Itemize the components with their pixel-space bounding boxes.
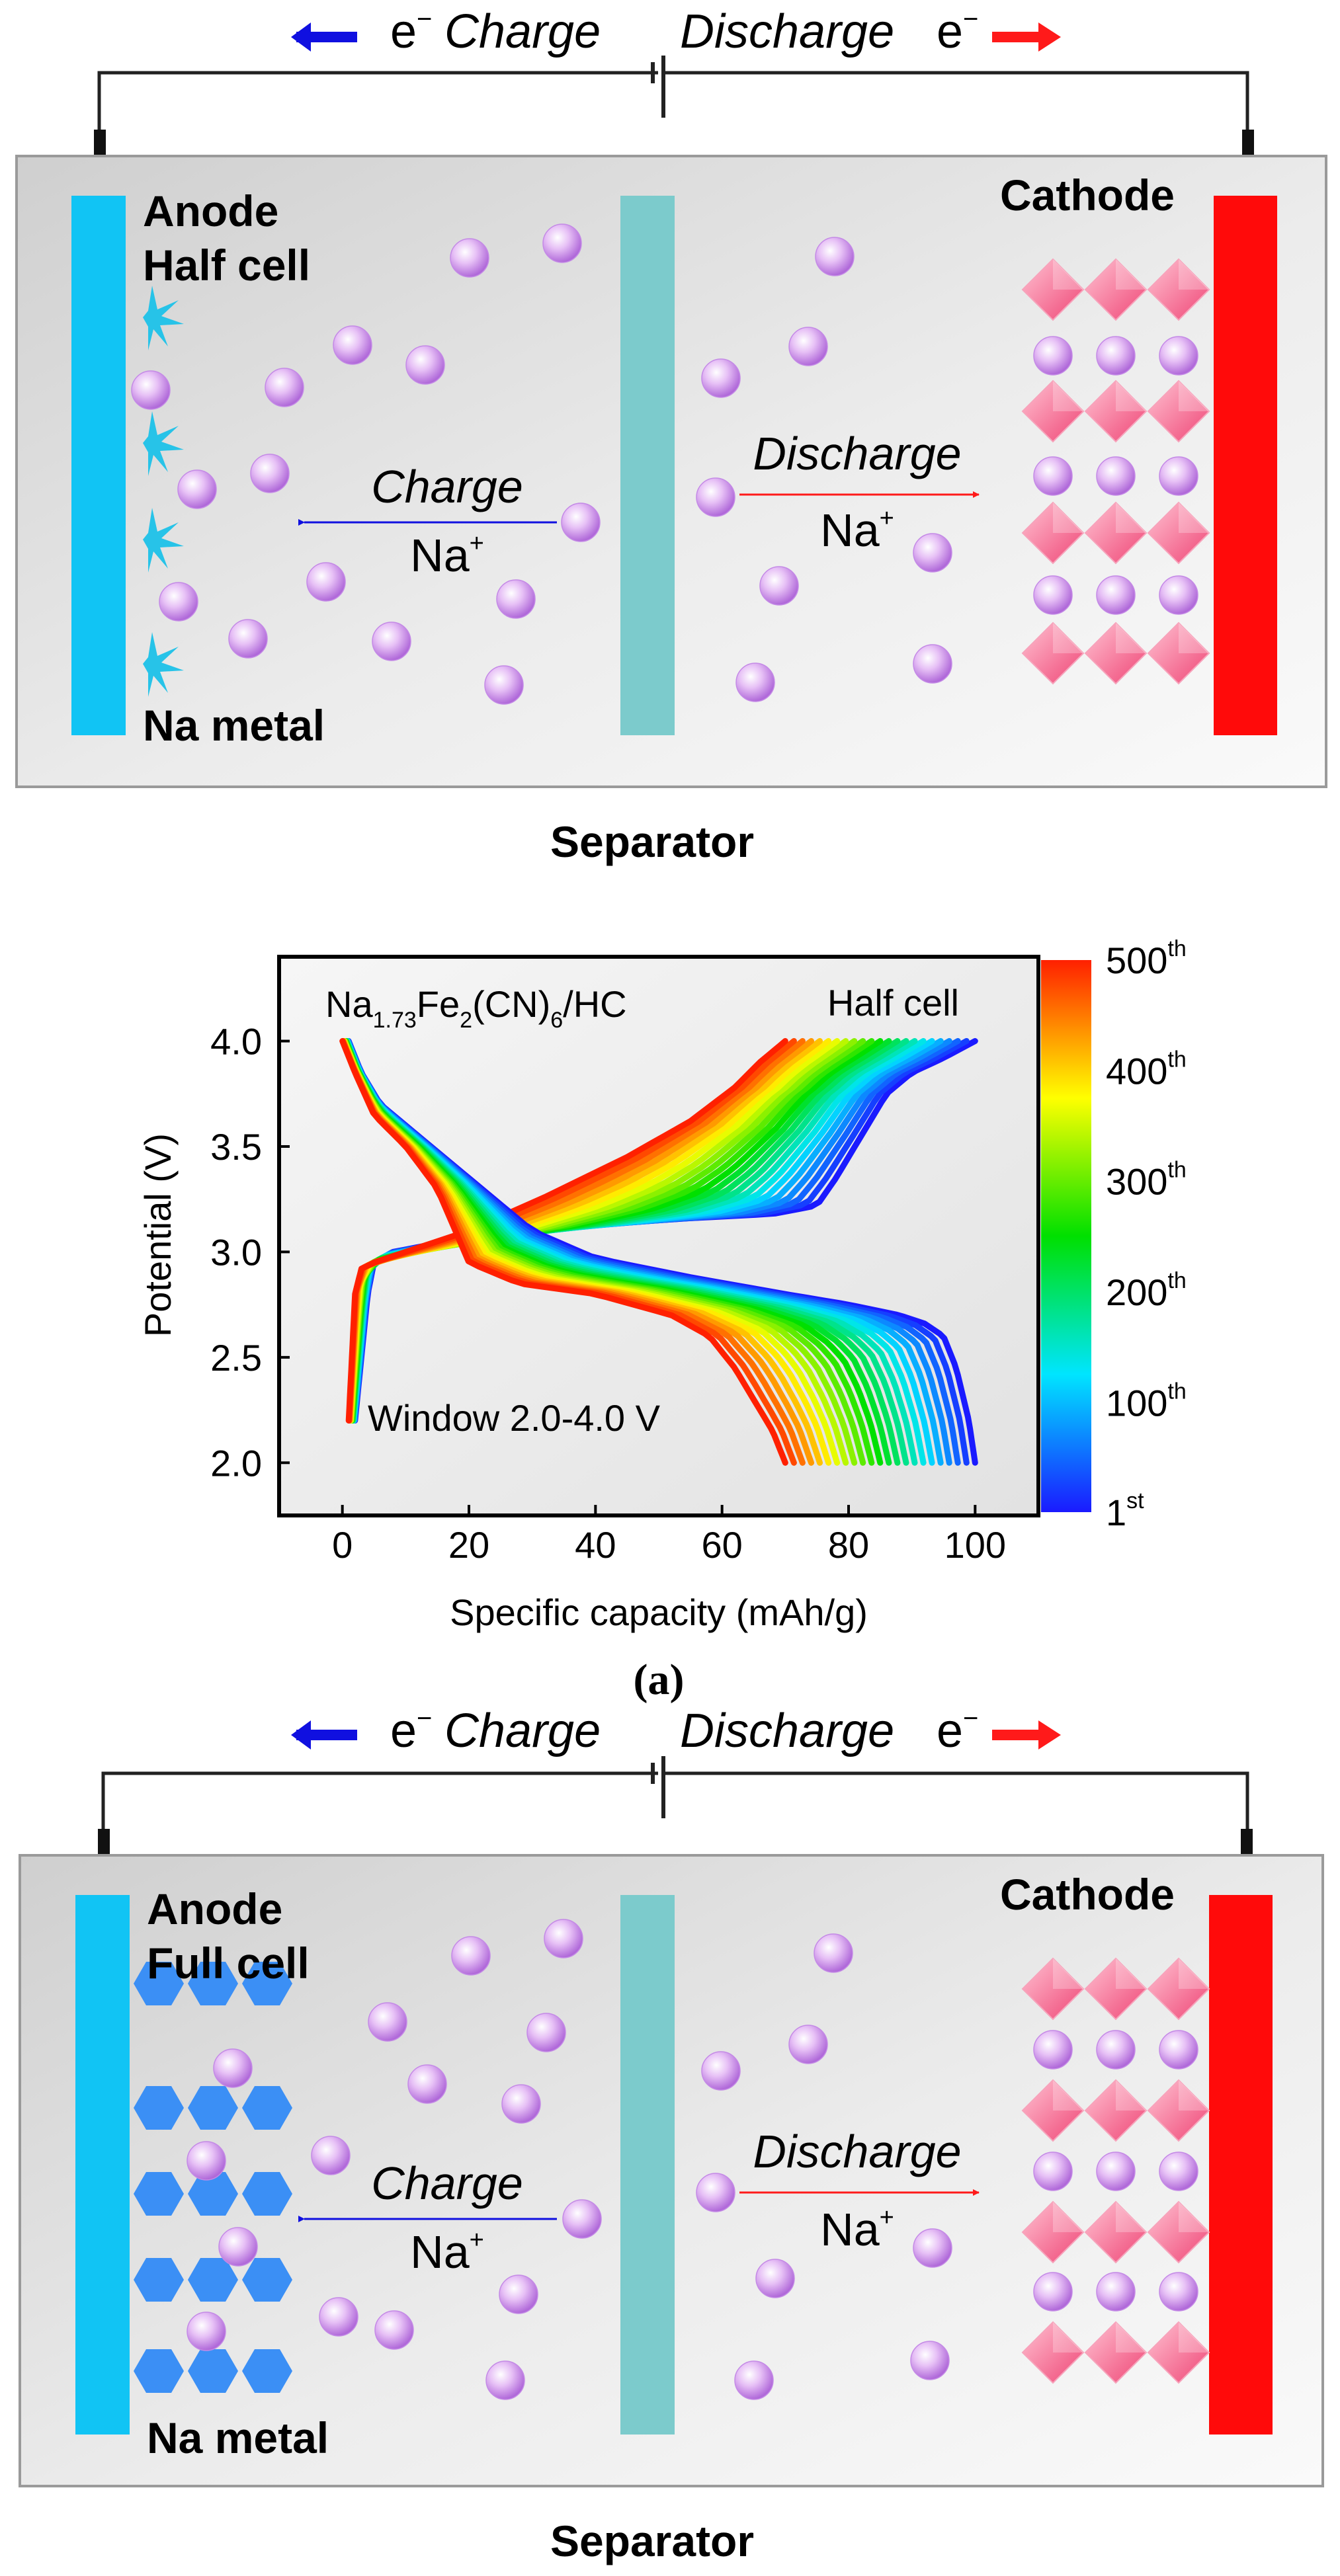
colorbar-ticks: 1st 100th 200th 300th 400th 500th xyxy=(1106,936,1187,1533)
colorbar-tick-label: 200th xyxy=(1106,1268,1187,1313)
electron-symbol-left: e− xyxy=(390,1704,432,1757)
discharge-label: Discharge xyxy=(753,2126,961,2177)
y-tick-label: 2.0 xyxy=(210,1442,262,1484)
charge-ion-label: Na+ xyxy=(410,2226,484,2278)
colorbar-tick-label: 1st xyxy=(1106,1488,1144,1533)
charge-ion-label: Na+ xyxy=(410,530,484,581)
x-tick-label: 80 xyxy=(828,1524,869,1566)
cathode-label: Cathode xyxy=(1000,1870,1175,1919)
separator xyxy=(620,1895,675,2435)
electron-symbol-right: e− xyxy=(937,5,978,58)
chart-title: Na1.73Fe2(CN)6/HC xyxy=(325,983,627,1033)
x-axis-title: Specific capacity (mAh/g) xyxy=(450,1591,868,1633)
electron-discharge-arrowhead xyxy=(1038,22,1061,52)
anode-collector xyxy=(75,1895,130,2435)
x-tick-label: 100 xyxy=(944,1524,1006,1566)
y-tick-label: 2.5 xyxy=(210,1337,262,1379)
colorbar-tick-label: 500th xyxy=(1106,936,1187,981)
colorbar-tick-label: 400th xyxy=(1106,1047,1187,1092)
charge-label: Charge xyxy=(371,2157,523,2209)
battery-symbol xyxy=(651,1756,665,1818)
electron-symbol-right: e− xyxy=(937,1704,978,1757)
external-circuit-wire xyxy=(97,71,1249,136)
y-axis-title: Potential (V) xyxy=(137,1133,179,1337)
x-tick-label: 20 xyxy=(448,1524,489,1566)
y-tick-label: 3.5 xyxy=(210,1126,262,1168)
panel-label: (a) xyxy=(634,1656,685,1704)
circuit-charge-label: Charge xyxy=(444,1705,601,1757)
colorbar-tick-label: 300th xyxy=(1106,1158,1187,1203)
cathode-collector xyxy=(1209,1895,1273,2435)
circuit-charge-label: Charge xyxy=(444,5,601,58)
colorbar-tick-label: 100th xyxy=(1106,1379,1187,1424)
separator-label: Separator xyxy=(550,817,754,866)
chart-corner-label: Half cell xyxy=(827,982,959,1024)
discharge-ion-label: Na+ xyxy=(820,504,894,556)
cathode-label: Cathode xyxy=(1000,171,1175,220)
battery-symbol xyxy=(651,56,665,118)
colorbar xyxy=(1041,960,1091,1512)
anode-label: Anode xyxy=(147,1884,282,1933)
full-cell-diagram: e− Charge Discharge e− xyxy=(19,1704,1324,2565)
voltage-window-label: Window 2.0-4.0 V xyxy=(368,1397,661,1439)
circuit-discharge-label: Discharge xyxy=(680,5,894,58)
anode-label: Anode xyxy=(143,186,278,235)
anode-type-label: Full cell xyxy=(147,1939,310,1988)
x-tick-label: 40 xyxy=(575,1524,616,1566)
x-tick-label: 0 xyxy=(332,1524,353,1566)
x-tick-label: 60 xyxy=(702,1524,743,1566)
separator xyxy=(620,196,675,735)
discharge-label: Discharge xyxy=(753,428,961,479)
circuit-discharge-label: Discharge xyxy=(680,1705,894,1757)
y-tick-label: 4.0 xyxy=(210,1021,262,1063)
y-tick-label: 3.0 xyxy=(210,1231,262,1273)
capacity-chart: 0 20 40 60 80 100 2.0 2.5 3.0 3.5 4.0 Na1.73Fe2(CN… xyxy=(137,936,1187,1704)
electron-charge-arrowhead xyxy=(291,22,311,52)
half-cell-diagram: e− Charge Discharge e− xyxy=(15,5,1327,866)
charge-label: Charge xyxy=(371,461,523,512)
electron-symbol-left: e− xyxy=(390,5,432,58)
curve-group xyxy=(339,1038,978,1466)
separator-label: Separator xyxy=(550,2516,754,2565)
anode-collector xyxy=(71,196,126,735)
cathode-collector xyxy=(1214,196,1277,735)
plot-frame xyxy=(277,955,1040,1517)
axis-ticks: 0 20 40 60 80 100 2.0 2.5 3.0 3.5 4.0 xyxy=(210,1021,1006,1566)
electron-charge-arrowhead xyxy=(291,1720,311,1750)
electron-discharge-arrowhead xyxy=(1038,1720,1061,1750)
anode-material-label: Na metal xyxy=(143,701,325,750)
anode-material-label: Na metal xyxy=(147,2413,329,2462)
discharge-curve xyxy=(339,1038,788,1466)
discharge-ion-label: Na+ xyxy=(820,2204,894,2255)
anode-type-label: Half cell xyxy=(143,241,310,290)
external-circuit-wire xyxy=(101,1771,1249,1837)
